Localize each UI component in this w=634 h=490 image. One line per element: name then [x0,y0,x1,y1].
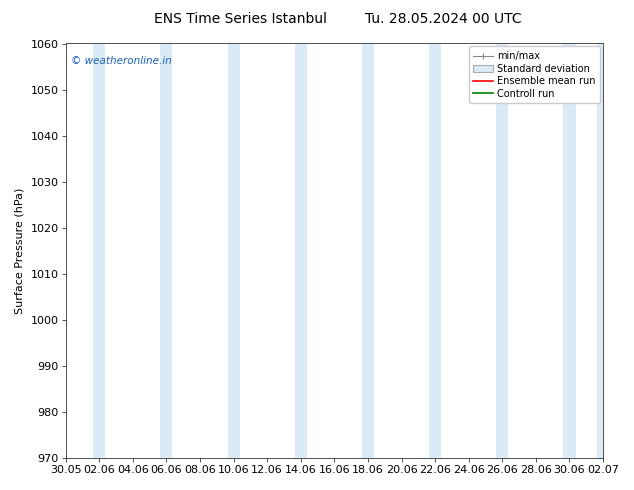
Text: Tu. 28.05.2024 00 UTC: Tu. 28.05.2024 00 UTC [365,12,522,26]
Bar [597,44,609,458]
Bar [295,44,307,458]
Bar [228,44,240,458]
Text: © weatheronline.in: © weatheronline.in [71,56,172,66]
Bar [160,44,172,458]
Bar [93,44,105,458]
Bar [429,44,441,458]
Text: ENS Time Series Istanbul: ENS Time Series Istanbul [155,12,327,26]
Y-axis label: Surface Pressure (hPa): Surface Pressure (hPa) [15,188,25,314]
Bar [496,44,508,458]
Legend: min/max, Standard deviation, Ensemble mean run, Controll run: min/max, Standard deviation, Ensemble me… [469,47,600,103]
Bar [564,44,576,458]
Bar [362,44,374,458]
